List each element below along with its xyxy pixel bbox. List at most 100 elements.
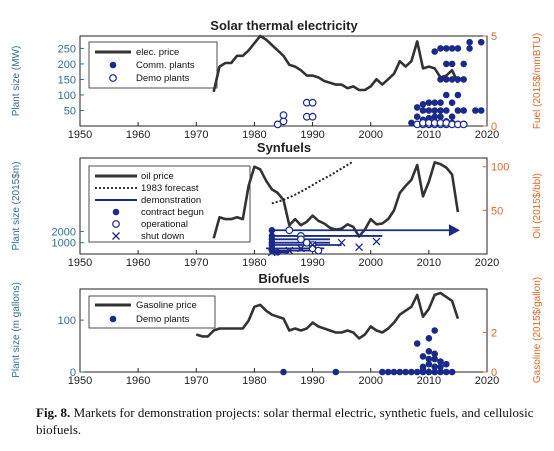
demo-plants-point [379,368,386,376]
shut-down-point [355,243,364,252]
price-line [195,291,460,340]
synfuels-title: Synfuels [257,140,311,155]
caption-text: Markets for demonstration projects: sola… [36,405,534,437]
legend-item: operational [141,219,188,230]
synfuels-ylabel: Plant size (2015$m) [11,162,22,251]
x-tick-label: 1990 [300,257,324,269]
shut-down-point [267,248,276,257]
shut-down-point [337,238,346,247]
comm-plants-point [448,113,456,120]
comm-plants-point [413,104,421,111]
comm-plants-point [408,119,415,127]
legend-item: Gasoline price [136,300,197,311]
demo-plants-point [431,327,439,334]
x-tick-label: 1950 [68,129,92,141]
comm-plants-point [437,99,444,106]
legend-item: 1983 forecast [141,183,199,194]
comm-plants-point [443,45,450,52]
x-tick-label: 2010 [417,257,441,269]
y-tick-label: 250 [58,43,76,55]
price-line [212,34,460,93]
demo-plants-point [402,368,409,376]
y-tick-label: 1000 [52,238,76,250]
comm-plants-point [448,76,456,83]
x-tick-label: 1980 [242,129,266,141]
comm-plants-point [431,107,439,114]
comm-plants-point [443,91,450,99]
comm-plants-point [460,60,468,68]
y-tick-label: 200 [58,59,76,71]
solar-ylabel: Plant size (MW) [11,46,22,117]
y2-tick-label: 50 [491,205,503,217]
shut-down-point [285,246,294,255]
x-tick-label: 2010 [417,129,441,141]
comm-plants-point [425,99,433,106]
y2-tick-label: 2 [491,327,497,339]
demo-plants-point [279,111,288,119]
y2-tick-label: 0 [491,367,497,379]
solar-title: Solar thermal electricity [210,18,358,33]
biofuels-title: Biofuels [258,271,309,286]
legend-item: contract begun [141,207,204,218]
x-tick-label: 1970 [184,129,208,141]
comm-plants-point [454,76,462,83]
y-tick-label: 150 [58,74,76,86]
demo-plants-point [419,363,427,371]
synfuels-legend: oil price 1983 forecast demonstration co… [88,165,251,243]
x-tick-label: 1960 [126,257,150,269]
demo-plants-point [437,368,444,376]
demo-plants-point [308,112,317,121]
comm-plants-point [437,113,444,120]
x-tick-label: 2000 [358,257,382,269]
biofuels-ylabel: Plant size (m gallons) [11,282,22,378]
demo-plants-point [437,363,444,371]
y-tick-label: 100 [58,90,76,102]
x-tick-label: 1960 [126,375,150,387]
comm-plants-point [454,45,462,52]
comm-plants-point [443,107,450,114]
comm-plants-point [477,38,485,46]
biofuels-legend: Gasoline price Demo plants [88,295,216,329]
comm-plants-point [448,99,456,106]
comm-plants-point [419,107,427,114]
x-tick-label: 1970 [184,375,208,387]
comm-plants-point [466,38,473,46]
x-tick-label: 1950 [68,257,92,269]
x-tick-label: 2020 [475,257,499,269]
x-tick-label: 2020 [475,375,499,387]
legend-item: demonstration [141,195,201,206]
legend-item: shut down [141,231,184,242]
y2-tick-label: 0 [491,121,497,133]
demo-plants-point [384,368,392,376]
demo-plants-point [431,363,439,371]
synfuels-plot-area [79,157,488,255]
x-tick-label: 1970 [184,257,208,269]
demo-plants-point [425,355,433,363]
demo-plants-point [437,358,444,365]
contract-begun-point [268,227,276,234]
demo-plants-point [390,368,398,376]
comm-plants-point [437,76,444,83]
shut-down-point [308,241,317,249]
demo-plants-point [425,348,433,355]
operational-point [297,235,305,244]
comm-plants-point [443,76,450,83]
chart-marks: 1950 1960 1970 1980 1990 2000 2010 202050100150… [52,31,510,387]
demo-plants-point [448,368,456,376]
contract-begun-point [274,249,282,256]
demo-plants-point [431,350,439,358]
y2-tick-label: 100 [491,162,509,174]
panel-1-marks: 1950 1960 1970 1980 1990 2000 2010 202010002000… [52,160,509,269]
demo-plants-point [332,368,340,376]
demo-plants-point [459,120,468,129]
panel-0-marks: 1950 1960 1970 1980 1990 2000 2010 202050100150… [58,31,500,141]
solar-legend: elec. price Comm. plants Demo plants [88,41,218,89]
comm-plants-point [454,107,462,114]
comm-plants-point [437,107,444,114]
demo-plants-point [280,368,287,376]
demo-plants-point [431,368,439,376]
demo-plants-point [443,360,450,368]
y-tick-label: 2000 [52,226,76,238]
